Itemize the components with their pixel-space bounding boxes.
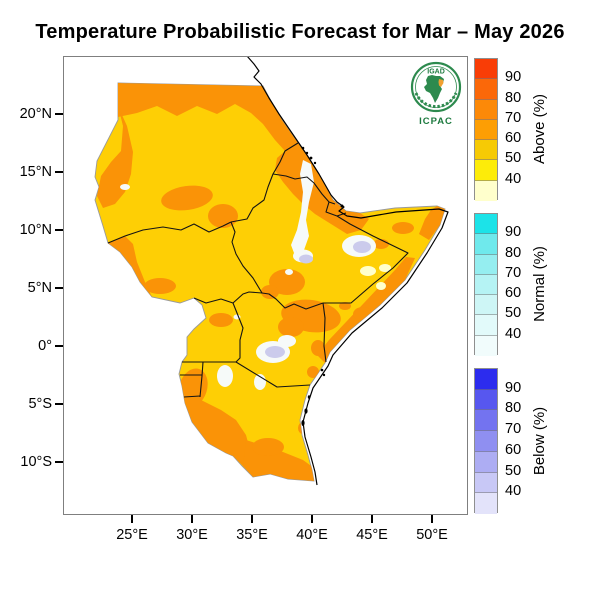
legend-tick-label: 60: [505, 441, 522, 458]
legend-color-swatch: [475, 160, 497, 181]
map-canvas: [94, 56, 449, 486]
x-tick-label: 50°E: [416, 527, 448, 543]
y-tick: [55, 403, 63, 405]
y-tick-label: 15°N: [19, 164, 52, 180]
y-tick: [55, 461, 63, 463]
legend-normal-colorbar: [474, 213, 498, 356]
y-tick-label: 20°N: [19, 106, 52, 122]
legend-color-swatch: [475, 254, 497, 275]
x-tick: [191, 515, 193, 523]
above-60-70-patches: [97, 83, 445, 481]
y-tick-label: 10°S: [20, 454, 52, 470]
page-title: Temperature Probabilistic Forecast for M…: [35, 21, 565, 43]
legend-color-swatch: [475, 335, 497, 356]
legend-tick-label: 60: [505, 130, 522, 147]
x-tick-label: 25°E: [116, 527, 148, 543]
legend-color-swatch: [475, 214, 497, 235]
legend-color-swatch: [475, 472, 497, 494]
legend-below-colorbar: [474, 368, 498, 514]
legend-color-swatch: [475, 180, 497, 201]
legend-tick-label: 50: [505, 150, 522, 167]
x-tick-label: 40°E: [296, 527, 328, 543]
x-tick: [371, 515, 373, 523]
legend-color-swatch: [475, 59, 497, 80]
legend-color-swatch: [475, 234, 497, 255]
y-tick: [55, 345, 63, 347]
legend-color-swatch: [475, 431, 497, 452]
horn-of-africa-highlight: [438, 79, 444, 87]
legend-tick-label: 80: [505, 244, 522, 261]
legend-tick-label: 90: [505, 379, 522, 396]
country-borders: [107, 142, 409, 398]
legend-color-swatch: [475, 389, 497, 411]
y-tick-label: 5°N: [27, 280, 52, 296]
y-tick-label: 0°: [38, 338, 52, 354]
legend-color-swatch: [475, 79, 497, 100]
legend-below-ticks: 90 80 70 60 50 40: [474, 368, 586, 513]
legend-tick-label: 70: [505, 109, 522, 126]
legend-normal: 90 80 70 60 50 40 Normal (%): [474, 213, 586, 356]
x-tick-label: 30°E: [176, 527, 208, 543]
legend-color-swatch: [475, 493, 497, 514]
legend-color-swatch: [475, 99, 497, 120]
lavender-patches: [265, 241, 371, 358]
legend-tick-label: 90: [505, 224, 522, 241]
legend-above-ticks: 90 80 70 60 50 40: [474, 58, 586, 200]
legend-tick-label: 90: [505, 69, 522, 86]
legend-color-swatch: [475, 119, 497, 141]
y-tick: [55, 113, 63, 115]
legend-tick-label: 40: [505, 170, 522, 187]
logo-icpac-text: ICPAC: [419, 116, 453, 127]
icpac-logo: IGAD ICPAC: [410, 61, 462, 127]
legend-below: 90 80 70 60 50 40 Below (%): [474, 368, 586, 514]
y-tick-label: 5°S: [28, 396, 52, 412]
legend-color-swatch: [475, 274, 497, 296]
legend-above-title: Above (%): [531, 93, 548, 165]
legend-tick-label: 50: [505, 305, 522, 322]
x-tick: [311, 515, 313, 523]
logo-inner-ring: [415, 66, 457, 108]
legend-tick-label: 80: [505, 89, 522, 106]
legend-normal-title: Normal (%): [531, 246, 548, 322]
legend-tick-label: 40: [505, 483, 522, 500]
legend-tick-label: 70: [505, 264, 522, 281]
y-tick: [55, 229, 63, 231]
laurel-wreath-icon: [414, 92, 458, 109]
island-specks: [301, 146, 344, 426]
logo-igad-text: IGAD: [427, 69, 445, 76]
x-tick: [431, 515, 433, 523]
x-tick-label: 35°E: [236, 527, 268, 543]
legend-tick-label: 70: [505, 421, 522, 438]
legend-color-swatch: [475, 451, 497, 473]
legend-normal-ticks: 90 80 70 60 50 40: [474, 213, 586, 355]
legend-above: 90 80 70 60 50 40 Above (%): [474, 58, 586, 201]
legend-color-swatch: [475, 410, 497, 432]
legend-above-colorbar: [474, 58, 498, 201]
legend-tick-label: 60: [505, 285, 522, 302]
legend-tick-label: 80: [505, 400, 522, 417]
x-tick-label: 45°E: [356, 527, 388, 543]
y-tick-label: 10°N: [19, 222, 52, 238]
legend-color-swatch: [475, 315, 497, 336]
x-tick: [131, 515, 133, 523]
x-tick: [251, 515, 253, 523]
y-tick: [55, 287, 63, 289]
legend-tick-label: 50: [505, 462, 522, 479]
cream-patches: [360, 264, 391, 290]
legend-color-swatch: [475, 140, 497, 161]
legend-below-title: Below (%): [531, 406, 548, 475]
y-tick: [55, 171, 63, 173]
legend-tick-label: 40: [505, 325, 522, 342]
legend-color-swatch: [475, 295, 497, 316]
legend-color-swatch: [475, 369, 497, 390]
